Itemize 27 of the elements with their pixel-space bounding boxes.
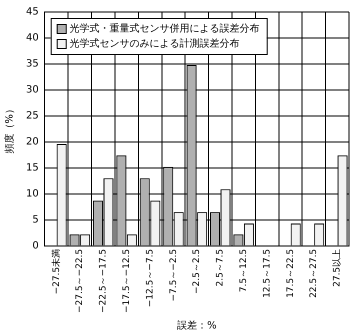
y-tick-label: 10 (26, 188, 39, 200)
x-tick-label: −27.5～−22.5 (75, 248, 86, 314)
y-tick-label: 0 (32, 240, 39, 252)
x-tick-label: −27.5未満 (50, 248, 62, 294)
y-tick-label: 5 (32, 214, 39, 226)
y-axis-title: 頻度（%） (4, 104, 16, 154)
legend-label: 光学式・重量式センサ併用による誤差分布 (70, 22, 260, 35)
y-tick-label: 25 (26, 110, 39, 122)
x-tick-label: 7.5～12.5 (239, 248, 250, 292)
x-axis-title: 誤差：% (177, 320, 217, 332)
x-tick-label: 22.5～27.5 (309, 248, 320, 298)
y-tick-label: 35 (26, 58, 39, 70)
x-tick-label: 2.5～7.5 (216, 248, 226, 286)
y-tick-label: 15 (26, 162, 39, 174)
x-tick-label: −12.5～−7.5 (145, 248, 156, 308)
x-tick-label: 17.5～22.5 (286, 248, 296, 298)
x-tick-label: −22.5～−17.5 (98, 248, 109, 314)
y-tick-label: 30 (26, 84, 39, 96)
x-tick-label: −2.5～2.5 (192, 248, 202, 294)
x-tick-label: −7.5～−2.5 (168, 248, 179, 302)
y-tick-label: 20 (26, 136, 39, 148)
x-tick-label: −17.5～−12.5 (122, 248, 132, 314)
y-tick-label: 40 (26, 32, 39, 44)
x-tick-label: 27.5以上 (332, 248, 343, 287)
y-tick-label: 45 (26, 6, 39, 18)
legend-label: 光学式センサのみによる計測誤差分布 (70, 38, 240, 50)
x-tick-label: 12.5～17.5 (262, 248, 272, 298)
